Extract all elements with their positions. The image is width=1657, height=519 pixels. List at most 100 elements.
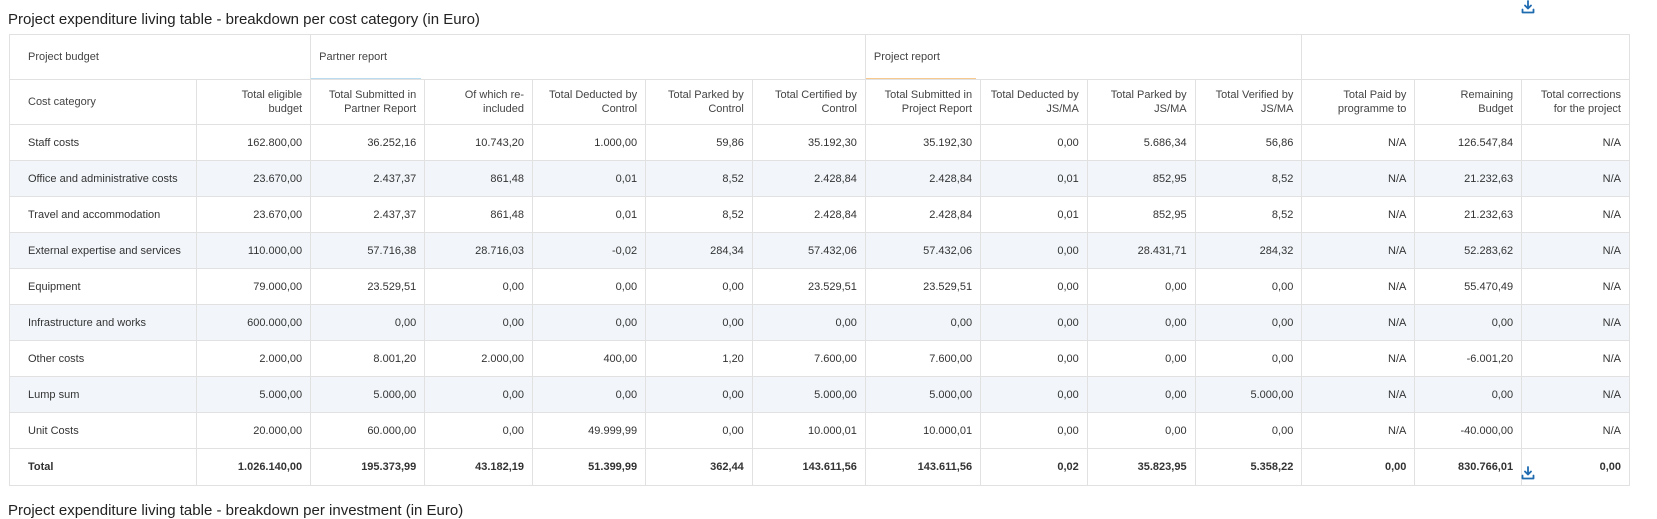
table-cell: 0,00 xyxy=(864,304,982,341)
table-cell: -40.000,00 xyxy=(1414,412,1523,449)
table-cell: 0,00 xyxy=(1086,268,1196,305)
table-cell: -6.001,20 xyxy=(1414,340,1523,377)
table-cell: 852,95 xyxy=(1086,196,1196,233)
column-header: Total Deducted by Control xyxy=(532,79,647,125)
table-cell: 0,00 xyxy=(980,376,1088,413)
table-row: External expertise and services 110.000,0… xyxy=(8,232,1630,269)
group-header-row: Project budget Partner report Project re… xyxy=(8,34,1630,80)
column-header: Total corrections for the project xyxy=(1521,79,1630,125)
download-icon[interactable] xyxy=(1521,0,1537,16)
download-icon[interactable] xyxy=(1521,466,1537,482)
table-cell: N/A xyxy=(1521,304,1630,341)
table-cell: 20.000,00 xyxy=(196,412,312,449)
table-cell: 5.686,34 xyxy=(1086,124,1196,161)
table-cell: N/A xyxy=(1301,412,1416,449)
table-cell: 7.600,00 xyxy=(864,340,982,377)
column-header: Total Submitted in Partner Report xyxy=(310,79,426,125)
table-cell: 110.000,00 xyxy=(196,232,312,269)
table-cell: 0,00 xyxy=(645,376,753,413)
column-header: Cost category xyxy=(8,79,198,125)
table-row: Travel and accommodation 23.670,00 2.437,3… xyxy=(8,196,1630,233)
total-cell: 5.358,22 xyxy=(1194,448,1303,486)
cost-category-cell: Equipment xyxy=(8,268,198,305)
table-cell: 0,00 xyxy=(1194,340,1303,377)
table-cell: 10.000,01 xyxy=(864,412,982,449)
download-icon-graphic xyxy=(1521,466,1535,480)
cost-category-cell: Staff costs xyxy=(8,124,198,161)
table-cell: 5.000,00 xyxy=(1194,376,1303,413)
total-cell: 35.823,95 xyxy=(1086,448,1196,486)
cost-category-cell: Travel and accommodation xyxy=(8,196,198,233)
table-cell: 284,32 xyxy=(1194,232,1303,269)
table-cell: 0,01 xyxy=(532,160,647,197)
table-cell: 5.000,00 xyxy=(310,376,426,413)
table-cell: 0,00 xyxy=(424,412,534,449)
table-cell: 2.437,37 xyxy=(310,160,426,197)
table-row: Other costs 2.000,00 8.001,20 2.000,00 400,0… xyxy=(8,340,1630,377)
expenditure-table: Project budget Partner report Project re… xyxy=(8,34,1630,486)
cost-category-cell: Lump sum xyxy=(8,376,198,413)
group-project-report: Project report xyxy=(864,34,1303,80)
table-cell: 852,95 xyxy=(1086,160,1196,197)
table-cell: N/A xyxy=(1521,412,1630,449)
table-cell: 2.428,84 xyxy=(864,196,982,233)
table-cell: 23.529,51 xyxy=(864,268,982,305)
table-row: Office and administrative costs 23.670,00… xyxy=(8,160,1630,197)
table-cell: 162.800,00 xyxy=(196,124,312,161)
table-cell: 0,00 xyxy=(424,268,534,305)
table-cell: 1.000,00 xyxy=(532,124,647,161)
group-empty xyxy=(1301,34,1630,80)
table-cell: N/A xyxy=(1521,232,1630,269)
table-cell: 0,00 xyxy=(532,304,647,341)
table-cell: 55.470,49 xyxy=(1414,268,1523,305)
table-cell: N/A xyxy=(1521,124,1630,161)
total-cell: 143.611,56 xyxy=(864,448,982,486)
table-cell: 59,86 xyxy=(645,124,753,161)
table-row: Staff costs 162.800,00 36.252,16 10.743,20 1… xyxy=(8,124,1630,161)
table-cell: 0,00 xyxy=(310,304,426,341)
table-cell: 8,52 xyxy=(1194,196,1303,233)
column-header: Total Certified by Control xyxy=(751,79,866,125)
table-cell: 2.428,84 xyxy=(864,160,982,197)
table-cell: 21.232,63 xyxy=(1414,160,1523,197)
table-cell: 2.428,84 xyxy=(751,160,866,197)
table-cell: 0,00 xyxy=(980,124,1088,161)
group-partner-report-label: Partner report xyxy=(319,51,388,63)
column-header: Remaining Budget xyxy=(1414,79,1523,125)
next-table-title: Project expenditure living table - break… xyxy=(8,502,464,519)
total-cell: 0,00 xyxy=(1521,448,1630,486)
table-cell: 2.000,00 xyxy=(196,340,312,377)
total-cell: 830.766,01 xyxy=(1414,448,1523,486)
table-cell: 23.670,00 xyxy=(196,196,312,233)
table-cell: N/A xyxy=(1301,376,1416,413)
table-title: Project expenditure living table - break… xyxy=(8,11,480,28)
table-cell: 8,52 xyxy=(645,196,753,233)
table-cell: N/A xyxy=(1521,196,1630,233)
table-cell: 23.670,00 xyxy=(196,160,312,197)
table-cell: 8,52 xyxy=(645,160,753,197)
table-cell: 5.000,00 xyxy=(196,376,312,413)
table-row: Unit Costs 20.000,00 60.000,00 0,00 49.999,9… xyxy=(8,412,1630,449)
cost-category-cell: External expertise and services xyxy=(8,232,198,269)
cost-category-cell: Office and administrative costs xyxy=(8,160,198,197)
table-cell: 52.283,62 xyxy=(1414,232,1523,269)
table-cell: 79.000,00 xyxy=(196,268,312,305)
table-cell: 0,00 xyxy=(645,268,753,305)
table-cell: 5.000,00 xyxy=(864,376,982,413)
table-cell: N/A xyxy=(1301,340,1416,377)
total-cell: 0,02 xyxy=(980,448,1088,486)
column-header: Total Paid by programme to xyxy=(1301,79,1416,125)
column-header: Total Deducted by JS/MA xyxy=(980,79,1088,125)
table-cell: 0,00 xyxy=(532,376,647,413)
table-cell: 0,01 xyxy=(532,196,647,233)
table-cell: N/A xyxy=(1301,196,1416,233)
table-cell: 0,00 xyxy=(424,304,534,341)
table-cell: 8.001,20 xyxy=(310,340,426,377)
download-icon-graphic xyxy=(1521,0,1535,14)
table-cell: 2.000,00 xyxy=(424,340,534,377)
table-cell: 60.000,00 xyxy=(310,412,426,449)
table-cell: 861,48 xyxy=(424,196,534,233)
table-row: Infrastructure and works 600.000,00 0,00 0,… xyxy=(8,304,1630,341)
table-cell: 0,00 xyxy=(424,376,534,413)
table-cell: 28.431,71 xyxy=(1086,232,1196,269)
